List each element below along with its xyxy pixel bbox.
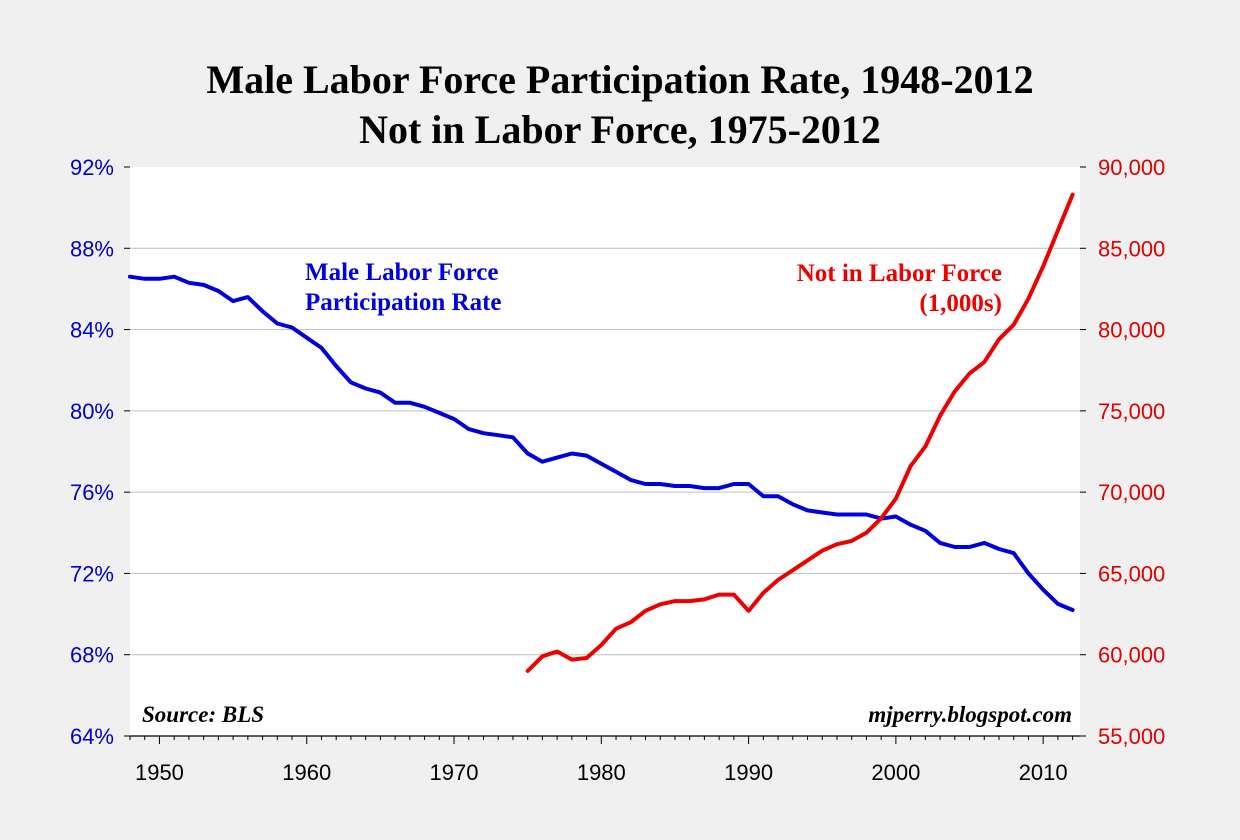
- right-tick-label: 85,000: [1098, 236, 1165, 261]
- x-tick-label: 1960: [282, 760, 331, 785]
- x-tick-label: 2000: [871, 760, 920, 785]
- right-tick-label: 65,000: [1098, 561, 1165, 586]
- plot-area: [130, 167, 1080, 736]
- left-tick-label: 68%: [70, 643, 114, 668]
- source-note: Source: BLS: [142, 702, 264, 727]
- series-line-participation: [128, 274, 1075, 612]
- chart-title: Male Labor Force Participation Rate, 194…: [206, 57, 1034, 102]
- left-tick-label: 92%: [70, 155, 114, 180]
- x-tick-label: 1970: [430, 760, 479, 785]
- left-tick-label: 76%: [70, 480, 114, 505]
- series-label-not-in-lf-line1: Not in Labor Force: [797, 260, 1002, 287]
- right-tick-label: 80,000: [1098, 318, 1165, 343]
- series-label-participation-line1: Male Labor Force: [305, 259, 498, 286]
- left-tick-label: 88%: [70, 236, 114, 261]
- series-label-participation-line2: Participation Rate: [305, 289, 501, 316]
- x-tick-label: 1950: [135, 760, 184, 785]
- series-label-not-in-lf-line2: (1,000s): [919, 290, 1002, 317]
- right-tick-label: 90,000: [1098, 155, 1165, 180]
- x-tick-label: 1990: [724, 760, 773, 785]
- grid: [130, 247, 1080, 656]
- chart-subtitle: Not in Labor Force, 1975-2012: [359, 107, 881, 152]
- credit-note: mjperry.blogspot.com: [868, 702, 1072, 727]
- right-axis-ticks: 55,000 60,000 65,000 70,000 75,000 80,000 85,0…: [1080, 155, 1165, 749]
- x-axis: [129, 735, 1080, 744]
- series-lines: [128, 192, 1075, 673]
- x-axis-ticks: 1950 1960 1970 1980 1990 2000 2010: [135, 760, 1068, 785]
- left-tick-label: 80%: [70, 399, 114, 424]
- right-tick-label: 55,000: [1098, 724, 1165, 749]
- x-tick-label: 2010: [1019, 760, 1068, 785]
- left-axis-ticks: 64% 68% 72% 76% 80% 84% 88% 92%: [70, 155, 130, 749]
- left-tick-label: 64%: [70, 724, 114, 749]
- left-tick-label: 72%: [70, 561, 114, 586]
- right-tick-label: 60,000: [1098, 643, 1165, 668]
- right-tick-label: 70,000: [1098, 480, 1165, 505]
- left-tick-label: 84%: [70, 318, 114, 343]
- series-line-not-in-labor-force: [525, 192, 1075, 673]
- x-tick-label: 1980: [577, 760, 626, 785]
- right-tick-label: 75,000: [1098, 399, 1165, 424]
